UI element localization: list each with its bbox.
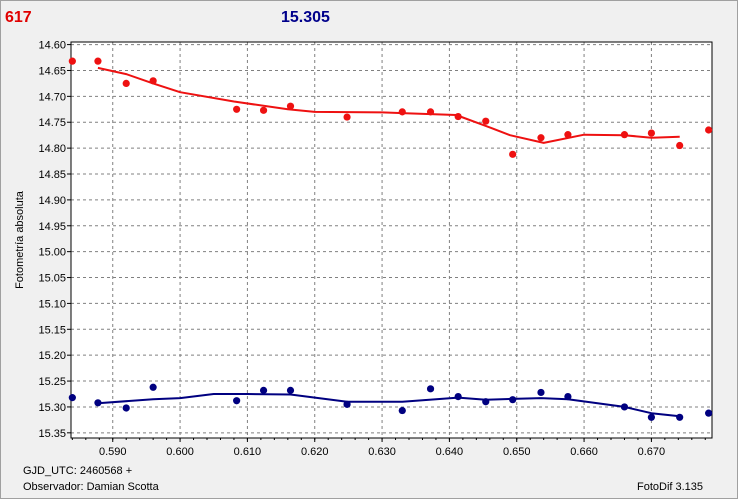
data-point-blue xyxy=(620,403,629,411)
data-point-blue xyxy=(537,388,545,397)
data-point-blue xyxy=(398,406,406,415)
y-tick-label: 15.20 xyxy=(38,350,66,362)
x-tick-label: 0.610 xyxy=(234,446,262,458)
data-point-blue xyxy=(426,385,435,393)
data-point-red xyxy=(68,57,76,65)
software-label: FotoDif 3.135 xyxy=(637,481,704,493)
data-point-red xyxy=(259,106,268,114)
data-point-red xyxy=(509,150,517,158)
data-point-blue xyxy=(482,398,490,406)
data-point-red xyxy=(537,134,545,142)
data-point-red xyxy=(705,126,713,134)
data-point-blue xyxy=(454,392,462,401)
trend-line-red xyxy=(97,66,680,144)
x-tick-label: 0.640 xyxy=(436,446,464,458)
data-point-blue xyxy=(509,396,517,404)
x-tick-label: 0.600 xyxy=(166,446,194,458)
data-point-blue xyxy=(68,394,76,402)
reference-magnitude: 15.305 xyxy=(281,9,330,26)
data-point-red xyxy=(233,105,241,113)
data-point-red xyxy=(343,113,351,121)
data-point-blue xyxy=(705,409,713,417)
data-point-blue xyxy=(286,386,295,394)
data-point-blue xyxy=(233,397,241,405)
data-point-red xyxy=(398,108,406,116)
x-tick-label: 0.670 xyxy=(638,446,666,458)
y-tick-label: 15.35 xyxy=(38,428,66,440)
data-point-red xyxy=(482,117,490,125)
y-tick-label: 15.15 xyxy=(38,324,66,336)
data-point-blue xyxy=(259,386,268,394)
plot-area xyxy=(70,41,713,439)
data-point-blue xyxy=(676,413,684,421)
y-tick-label: 14.80 xyxy=(38,143,66,155)
data-point-red xyxy=(149,77,157,85)
data-point-blue xyxy=(343,400,351,408)
x-tick-label: 0.620 xyxy=(301,446,329,458)
data-point-red xyxy=(564,131,572,139)
x-tick-label: 0.590 xyxy=(99,446,127,458)
x-tick-label: 0.630 xyxy=(368,446,396,458)
y-tick-label: 14.60 xyxy=(38,40,66,52)
y-tick-label: 14.65 xyxy=(38,65,66,77)
data-point-red xyxy=(620,131,629,139)
y-axis-label: Fotometría absoluta xyxy=(14,190,26,289)
data-point-blue xyxy=(647,413,656,421)
data-point-blue xyxy=(94,399,102,407)
data-point-blue xyxy=(122,404,130,412)
y-tick-label: 15.00 xyxy=(38,247,66,259)
data-point-red xyxy=(647,129,656,137)
data-point-blue xyxy=(149,383,157,391)
data-point-red xyxy=(286,102,295,110)
y-tick-label: 14.85 xyxy=(38,169,66,181)
x-tick-label: 0.650 xyxy=(503,446,531,458)
object-label: 617 xyxy=(5,9,32,26)
y-tick-label: 14.75 xyxy=(38,117,66,129)
y-tick-label: 15.25 xyxy=(38,376,66,388)
data-point-red xyxy=(676,141,684,150)
gjd-label: GJD_UTC: 2460568 + xyxy=(23,465,133,477)
observer-label: Observador: Damian Scotta xyxy=(23,481,159,493)
trend-line-blue xyxy=(97,393,680,418)
x-tick-label: 0.660 xyxy=(570,446,598,458)
y-tick-label: 15.30 xyxy=(38,402,66,414)
y-tick-label: 15.05 xyxy=(38,273,66,285)
y-tick-label: 14.70 xyxy=(38,91,66,103)
data-point-red xyxy=(122,79,130,88)
data-point-red xyxy=(426,108,435,116)
data-point-blue xyxy=(564,392,572,401)
y-tick-label: 14.90 xyxy=(38,195,66,207)
data-point-red xyxy=(94,57,102,65)
y-tick-label: 15.10 xyxy=(38,298,66,310)
y-tick-label: 14.95 xyxy=(38,221,66,233)
data-point-red xyxy=(454,112,462,121)
plot-border xyxy=(70,41,713,439)
